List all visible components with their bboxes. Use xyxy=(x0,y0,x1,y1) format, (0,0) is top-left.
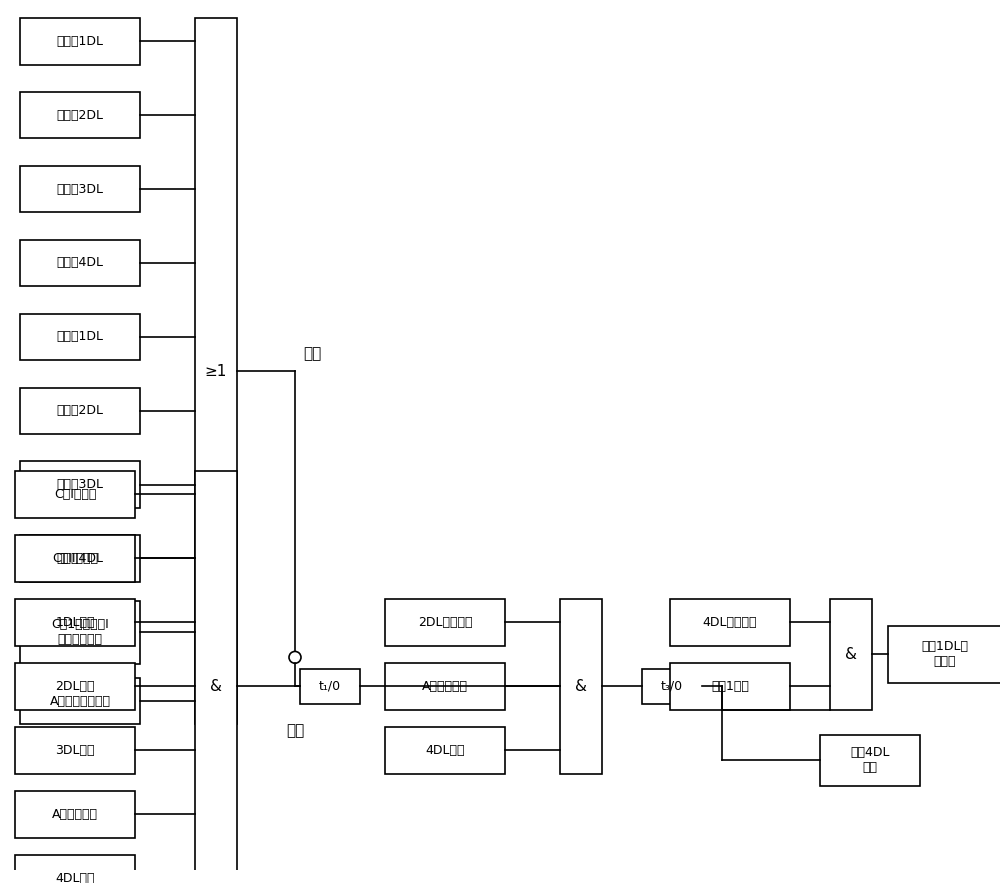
Bar xyxy=(15,663,135,710)
Text: ≥1: ≥1 xyxy=(205,364,227,379)
Bar xyxy=(195,19,237,724)
Bar xyxy=(642,669,702,704)
Text: A站母线有压: A站母线有压 xyxy=(52,808,98,821)
Text: C站1号主变（I
母）差动保护: C站1号主变（I 母）差动保护 xyxy=(51,618,109,646)
Bar xyxy=(670,600,790,645)
Bar xyxy=(20,240,140,286)
Bar xyxy=(20,313,140,360)
Bar xyxy=(20,535,140,582)
Bar xyxy=(20,166,140,212)
Text: 4DL分位: 4DL分位 xyxy=(55,872,95,883)
Bar xyxy=(385,663,505,710)
Bar xyxy=(385,600,505,645)
Bar xyxy=(670,663,790,710)
Text: 手动合3DL: 手动合3DL xyxy=(56,478,104,491)
Bar xyxy=(830,600,872,710)
Text: 发出1DL合
闸命令: 发出1DL合 闸命令 xyxy=(922,640,968,668)
Bar xyxy=(20,92,140,139)
Text: A站母线差动保护: A站母线差动保护 xyxy=(50,695,110,707)
Text: 启动4DL
合闸: 启动4DL 合闸 xyxy=(850,746,890,774)
Text: 2DL由合到分: 2DL由合到分 xyxy=(418,615,472,629)
Bar xyxy=(15,600,135,645)
Bar xyxy=(20,678,140,724)
Bar xyxy=(15,856,135,883)
Text: 手动分2DL: 手动分2DL xyxy=(56,109,104,122)
Bar xyxy=(20,19,140,64)
Bar xyxy=(820,735,920,786)
Bar xyxy=(888,626,1000,683)
Text: 4DL分位: 4DL分位 xyxy=(425,743,465,757)
Text: 放电: 放电 xyxy=(303,346,321,361)
Text: 手动合4DL: 手动合4DL xyxy=(56,552,104,565)
Bar xyxy=(15,535,135,582)
Bar xyxy=(15,728,135,774)
Text: &: & xyxy=(845,647,857,662)
Bar xyxy=(15,791,135,838)
Text: 线路1有压: 线路1有压 xyxy=(711,680,749,693)
Text: 4DL由分到合: 4DL由分到合 xyxy=(703,615,757,629)
Text: C站II母有压: C站II母有压 xyxy=(52,552,98,565)
Text: 手动分1DL: 手动分1DL xyxy=(56,34,104,48)
Bar xyxy=(15,472,135,517)
Bar xyxy=(560,600,602,774)
Text: t₁/0: t₁/0 xyxy=(319,680,341,693)
Text: t₃/0: t₃/0 xyxy=(661,680,683,693)
Text: C站I母有压: C站I母有压 xyxy=(54,488,96,501)
Text: &: & xyxy=(210,679,222,694)
Text: &: & xyxy=(575,679,587,694)
Text: 充电: 充电 xyxy=(286,723,304,738)
Text: 1DL分位: 1DL分位 xyxy=(55,615,95,629)
Bar xyxy=(20,600,140,664)
Bar xyxy=(300,669,360,704)
Text: 2DL合位: 2DL合位 xyxy=(55,680,95,693)
Bar xyxy=(20,462,140,508)
Bar xyxy=(385,728,505,774)
Text: 手动合1DL: 手动合1DL xyxy=(56,330,104,343)
Bar xyxy=(195,472,237,883)
Text: 手动合2DL: 手动合2DL xyxy=(56,404,104,417)
Text: A站母线有压: A站母线有压 xyxy=(422,680,468,693)
Text: 手动分3DL: 手动分3DL xyxy=(56,183,104,195)
Bar xyxy=(20,388,140,434)
Text: 手动分4DL: 手动分4DL xyxy=(56,256,104,269)
Text: 3DL合位: 3DL合位 xyxy=(55,743,95,757)
